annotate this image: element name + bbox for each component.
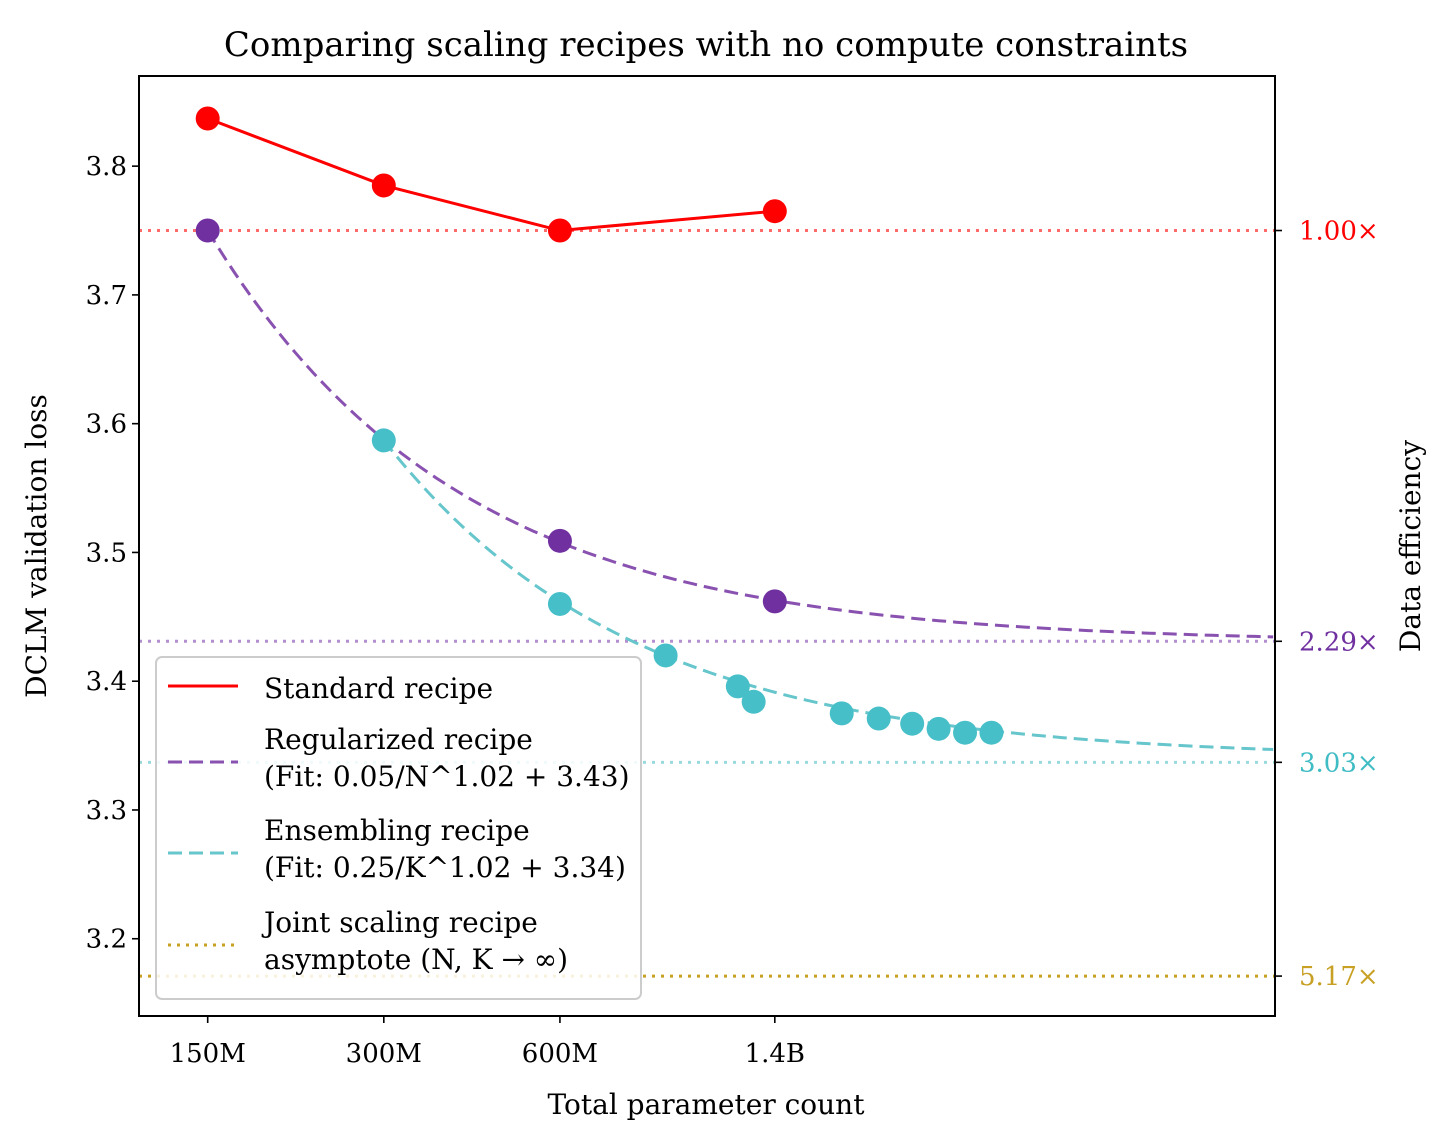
ensembling-point-3	[653, 643, 678, 668]
regularized-point-1	[195, 218, 220, 243]
ensembling-point-7	[866, 706, 891, 731]
x-tick-label: 600M	[522, 1039, 598, 1069]
y-tick-label: 3.3	[86, 796, 127, 826]
legend-label-2-sub: (Fit: 0.05/N^1.02 + 3.43)	[264, 760, 630, 793]
x-tick-label: 1.4B	[745, 1039, 805, 1069]
x-tick-label: 150M	[170, 1039, 246, 1069]
ensembling-point-10	[953, 720, 978, 745]
ensembling-point-2	[547, 591, 572, 616]
ensembling-point-9	[926, 716, 951, 741]
legend-label-3-sub: (Fit: 0.25/K^1.02 + 3.34)	[264, 851, 626, 884]
ensembling-point-4	[725, 674, 750, 699]
right-tick-label-2: 2.29×	[1299, 627, 1379, 657]
legend-label-1: Standard recipe	[264, 672, 493, 705]
regularized-point-2	[547, 528, 572, 553]
y-tick-label: 3.7	[86, 281, 127, 311]
ensembling-point-5	[741, 689, 766, 714]
standard-point-1	[195, 106, 220, 131]
ensembling-point-8	[900, 711, 925, 736]
y-tick-label: 3.4	[86, 667, 127, 697]
ensembling-point-1	[371, 428, 396, 453]
ensembling-point-6	[829, 701, 854, 726]
legend-label-3: Ensembling recipe	[264, 814, 530, 847]
right-tick-label-3: 3.03×	[1299, 748, 1379, 778]
legend-label-4-sub: asymptote (N, K → ∞)	[264, 943, 568, 976]
regularized-fit-curve	[206, 229, 1274, 639]
chart-title: Comparing scaling recipes with no comput…	[224, 25, 1188, 65]
ensembling-fit-curve	[382, 439, 1274, 751]
right-tick-label-1: 1.00×	[1299, 217, 1379, 247]
plot-frame	[138, 75, 1276, 1017]
y2-axis-label: Data efficiency	[1394, 440, 1427, 652]
y-tick-label: 3.5	[86, 538, 127, 568]
y-axis-label: DCLM validation loss	[20, 394, 53, 698]
y-tick-label: 3.2	[86, 925, 127, 955]
standard-point-3	[547, 218, 572, 243]
legend: Standard recipe Regularized recipe (Fit: 0…	[155, 656, 642, 1000]
regularized-point-3	[762, 589, 787, 614]
legend-label-2: Regularized recipe	[264, 723, 533, 756]
right-tick-label-4: 5.17×	[1299, 962, 1379, 992]
ensembling-point-11	[979, 720, 1004, 745]
standard-point-2	[371, 173, 396, 198]
legend-box	[155, 656, 642, 1000]
x-tick-label: 300M	[346, 1039, 422, 1069]
y-tick-label: 3.6	[86, 410, 127, 440]
y-tick-label: 3.8	[86, 152, 127, 182]
x-axis-label: Total parameter count	[548, 1088, 866, 1121]
legend-label-4: Joint scaling recipe	[261, 906, 538, 939]
standard-point-4	[762, 199, 787, 224]
standard-recipe-line	[207, 117, 775, 233]
